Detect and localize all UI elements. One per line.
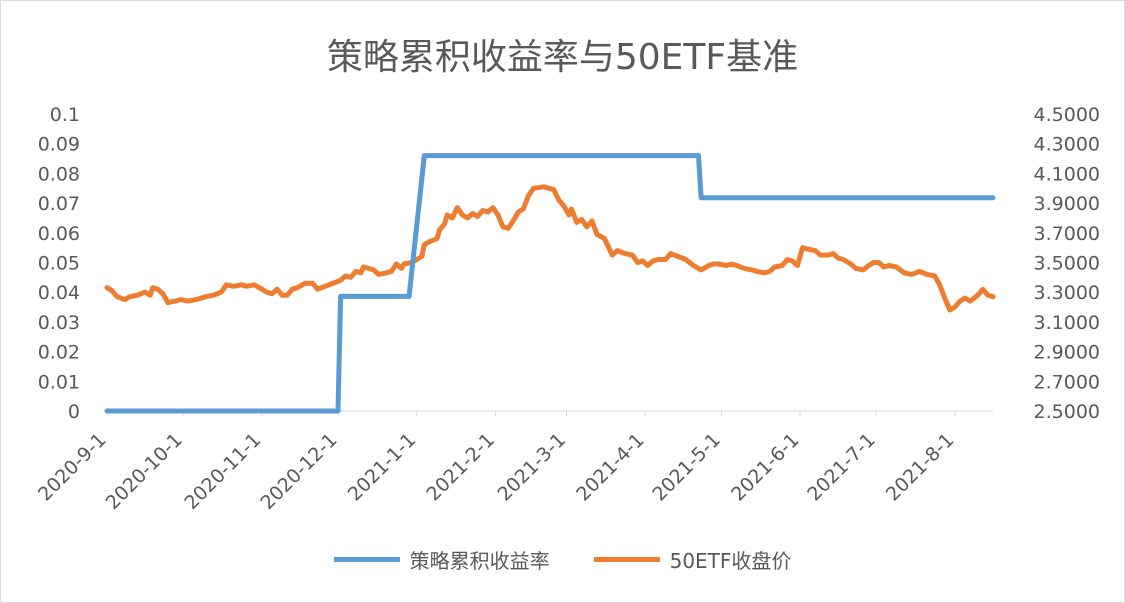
left-y-tick-label: 0.07 <box>38 193 80 215</box>
right-y-tick-label: 2.7000 <box>1034 371 1100 393</box>
x-tick-label: 2020-11-1 <box>180 429 265 514</box>
legend-swatch-strategy <box>333 557 400 562</box>
left-y-tick-label: 0.08 <box>38 163 80 185</box>
x-tick-label: 2021-2-1 <box>422 429 499 506</box>
left-y-tick-label: 0.05 <box>38 253 80 275</box>
right-y-tick-label: 4.3000 <box>1034 134 1100 156</box>
x-tick-label: 2021-7-1 <box>803 429 880 506</box>
x-tick-label: 2021-8-1 <box>882 429 959 506</box>
series-line-50etf-close <box>104 184 996 313</box>
series-line-strategy-return <box>104 153 996 414</box>
right-y-tick-label: 3.1000 <box>1034 312 1100 334</box>
series-layer <box>104 153 996 414</box>
left-y-tick-label: 0 <box>68 401 80 423</box>
right-y-tick-label: 4.5000 <box>1034 104 1100 126</box>
x-tick-label: 2020-9-1 <box>34 429 111 506</box>
left-y-tick-label: 0.01 <box>38 371 80 393</box>
left-y-tick-label: 0.04 <box>38 282 80 304</box>
right-y-tick-label: 4.1000 <box>1034 163 1100 185</box>
x-tick-label: 2021-3-1 <box>493 429 570 506</box>
chart-title: 策略累积收益率与50ETF基准 <box>326 37 799 78</box>
right-y-tick-label: 3.3000 <box>1034 282 1100 304</box>
left-y-axis: 0 0.01 0.02 0.03 0.04 0.05 0.06 0.07 0.08 0.09 0.1 <box>38 104 80 423</box>
x-tick-label: 2021-4-1 <box>572 429 649 506</box>
left-y-tick-label: 0.02 <box>38 342 80 364</box>
left-y-tick-label: 0.03 <box>38 312 80 334</box>
right-y-tick-label: 3.7000 <box>1034 223 1100 245</box>
right-y-tick-label: 2.9000 <box>1034 342 1100 364</box>
right-y-axis: 2.5000 2.7000 2.9000 3.1000 3.3000 3.5000 3.70… <box>1034 104 1100 423</box>
chart-legend: 策略累积收益率 50ETF收盘价 <box>0 545 1125 574</box>
x-tick-label: 2021-5-1 <box>648 429 725 506</box>
x-tick-label: 2021-6-1 <box>727 429 804 506</box>
right-y-tick-label: 3.9000 <box>1034 193 1100 215</box>
legend-item-strategy: 策略累积收益率 <box>333 545 550 574</box>
x-tick-label: 2020-10-1 <box>102 429 187 514</box>
right-y-tick-label: 2.5000 <box>1034 401 1100 423</box>
left-y-tick-label: 0.06 <box>38 223 80 245</box>
legend-item-etf: 50ETF收盘价 <box>593 545 792 574</box>
x-tick-label: 2021-1-1 <box>344 429 421 506</box>
x-tick-label: 2020-12-1 <box>256 429 341 514</box>
left-y-tick-label: 0.1 <box>50 104 80 126</box>
left-y-tick-label: 0.09 <box>38 134 80 156</box>
legend-label-strategy: 策略累积收益率 <box>409 549 550 573</box>
right-y-tick-label: 3.5000 <box>1034 253 1100 275</box>
legend-label-etf: 50ETF收盘价 <box>669 549 792 573</box>
legend-swatch-etf <box>593 557 660 562</box>
